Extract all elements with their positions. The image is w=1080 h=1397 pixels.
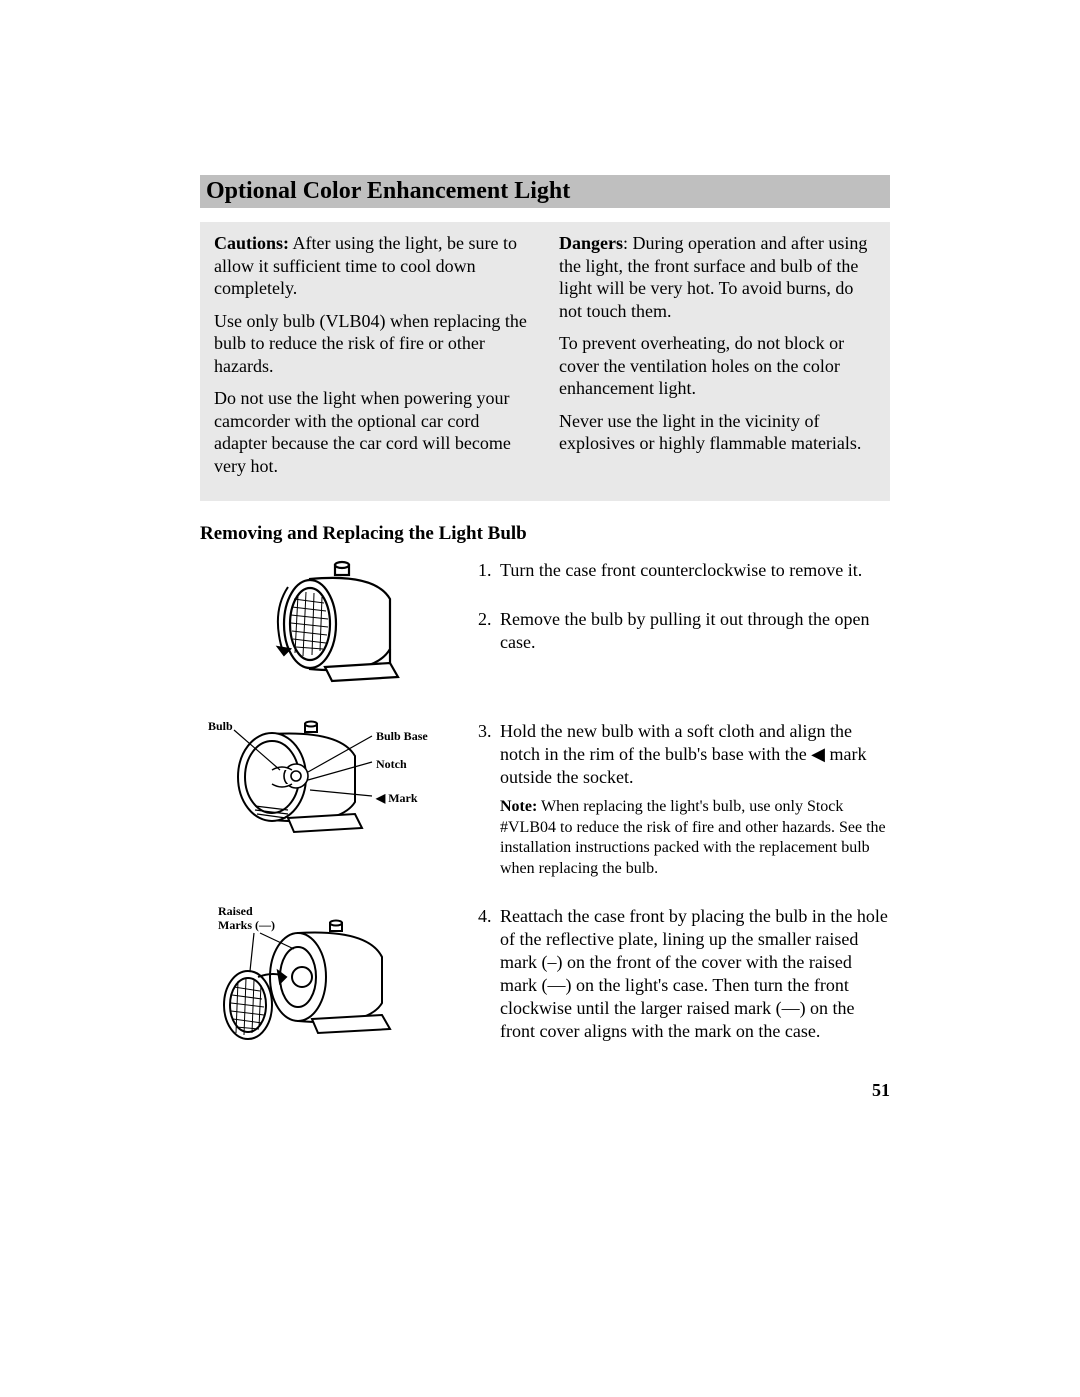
label-bulb: Bulb	[208, 720, 233, 734]
cautions-column: Cautions: After using the light, be sure…	[214, 232, 531, 487]
dangers-p1: Dangers: During operation and after usin…	[559, 232, 876, 322]
dangers-p2: To prevent overheating, do not block or …	[559, 332, 876, 400]
dangers-heading: Dangers	[559, 233, 623, 253]
step-2: 2. Remove the bulb by pulling it out thr…	[478, 608, 890, 654]
step-3-num: 3.	[478, 720, 500, 789]
step-4-num: 4.	[478, 905, 500, 1043]
step-3-note: Note: When replacing the light's bulb, u…	[478, 797, 890, 879]
note-text: When replacing the light's bulb, use onl…	[500, 798, 886, 876]
caution-box: Cautions: After using the light, be sure…	[200, 222, 890, 501]
subheading: Removing and Replacing the Light Bulb	[200, 523, 890, 545]
step-row-3: Raised Marks (—)	[200, 905, 890, 1055]
label-bulb-base: Bulb Base	[376, 730, 428, 744]
step-1-text: Turn the case front counterclockwise to …	[500, 559, 862, 582]
step-1: 1. Turn the case front counterclockwise …	[478, 559, 890, 582]
cautions-p2: Use only bulb (VLB04) when replacing the…	[214, 310, 531, 378]
label-raised-marks-1: Raised	[218, 905, 253, 919]
section-title-bar: Optional Color Enhancement Light	[200, 175, 890, 208]
step-4-text-col: 4. Reattach the case front by placing th…	[478, 905, 890, 1051]
cautions-p3: Do not use the light when powering your …	[214, 387, 531, 477]
diagram-1-icon	[240, 559, 420, 689]
label-raised-marks-2: Marks (—)	[218, 919, 275, 933]
step-row-2: Bulb Bulb Base Notch ◀ Mark	[200, 720, 890, 879]
step-row-1: 1. Turn the case front counterclockwise …	[200, 559, 890, 694]
label-mark: ◀ Mark	[376, 792, 418, 806]
step-3: 3. Hold the new bulb with a soft cloth a…	[478, 720, 890, 789]
step-3-text-col: 3. Hold the new bulb with a soft cloth a…	[478, 720, 890, 879]
step-3-text: Hold the new bulb with a soft cloth and …	[500, 720, 890, 789]
dangers-column: Dangers: During operation and after usin…	[559, 232, 876, 487]
page: Optional Color Enhancement Light Caution…	[200, 175, 890, 1055]
diagram-1-container	[200, 559, 460, 694]
page-number: 51	[872, 1080, 890, 1101]
step-1-2-text: 1. Turn the case front counterclockwise …	[478, 559, 890, 662]
step-1-num: 1.	[478, 559, 500, 582]
steps-container: 1. Turn the case front counterclockwise …	[200, 559, 890, 1055]
step-2-num: 2.	[478, 608, 500, 654]
step-2-text: Remove the bulb by pulling it out throug…	[500, 608, 890, 654]
label-notch: Notch	[376, 758, 407, 772]
diagram-3-container: Raised Marks (—)	[200, 905, 460, 1055]
step-4: 4. Reattach the case front by placing th…	[478, 905, 890, 1043]
step-4-text: Reattach the case front by placing the b…	[500, 905, 890, 1043]
cautions-p1: Cautions: After using the light, be sure…	[214, 232, 531, 300]
note-heading: Note:	[500, 798, 537, 815]
section-title: Optional Color Enhancement Light	[206, 178, 570, 204]
cautions-heading: Cautions:	[214, 233, 289, 253]
dangers-p3: Never use the light in the vicinity of e…	[559, 410, 876, 455]
diagram-2-container: Bulb Bulb Base Notch ◀ Mark	[200, 720, 460, 850]
